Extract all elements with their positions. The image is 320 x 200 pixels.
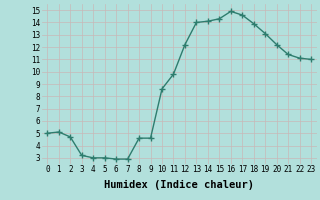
X-axis label: Humidex (Indice chaleur): Humidex (Indice chaleur) <box>104 180 254 190</box>
